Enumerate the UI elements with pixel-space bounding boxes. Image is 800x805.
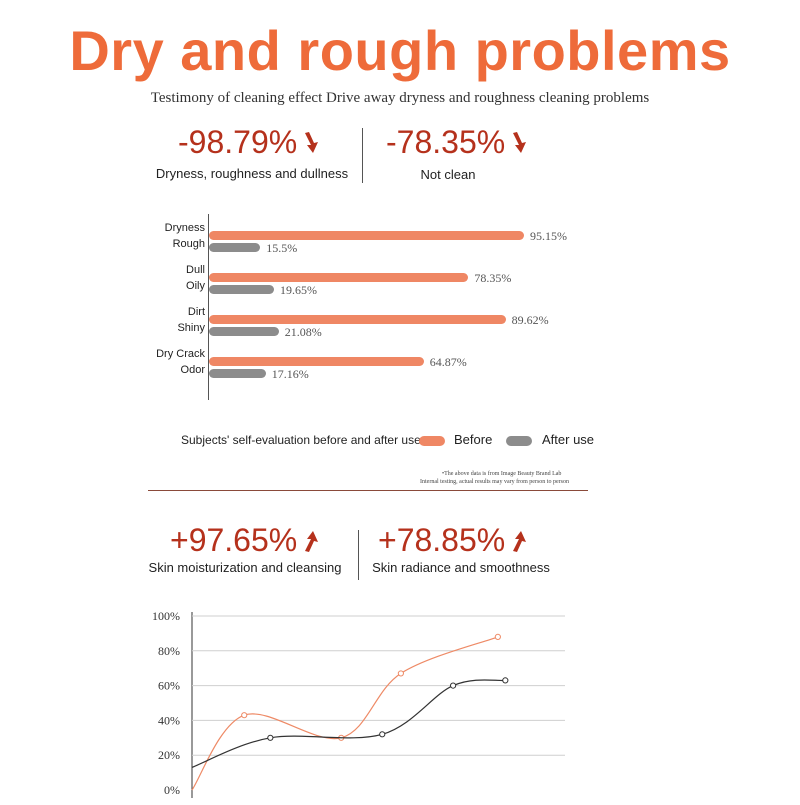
bar-chart-axis bbox=[208, 214, 209, 400]
bar-category-label: Shiny bbox=[177, 322, 205, 334]
bar-chart: 95.15% 15.5% Dryness Rough 78.35% 19.65% Dull O… bbox=[156, 214, 567, 400]
bar-before bbox=[209, 357, 424, 366]
data-point-orange bbox=[397, 670, 404, 677]
data-point-orange bbox=[494, 633, 501, 640]
y-tick-label: 20% bbox=[158, 748, 180, 762]
bar-value-label: 89.62% bbox=[511, 313, 549, 327]
legend-swatch-before bbox=[419, 436, 445, 446]
footnote-line: Internal testing, actual results may var… bbox=[420, 479, 569, 485]
data-point-orange bbox=[241, 712, 248, 719]
footnote: •The above data is from Image Beauty Bra… bbox=[420, 470, 580, 486]
stat-value-text: +97.65% bbox=[170, 522, 298, 558]
arrow-up-icon bbox=[301, 524, 319, 561]
data-point-dark bbox=[502, 677, 509, 684]
bar-value-label: 17.16% bbox=[271, 367, 309, 381]
bar-value-label: 78.35% bbox=[474, 271, 512, 285]
legend-label-after: After use bbox=[542, 432, 595, 447]
line-chart-svg: 100% 80% 60% 40% 20% 0% bbox=[152, 609, 565, 798]
stat-value-text: -78.35% bbox=[386, 124, 506, 160]
stat-label-moisturization: Skin moisturization and cleansing bbox=[148, 560, 342, 575]
stat-value-moisturization: +97.65% bbox=[170, 522, 319, 561]
legend-swatch-after bbox=[506, 436, 532, 446]
bar-category-label: Dryness bbox=[164, 222, 205, 234]
bar-value-label: 21.08% bbox=[284, 325, 322, 339]
data-point-dark bbox=[379, 731, 386, 738]
bar-value-label: 64.87% bbox=[429, 355, 467, 369]
series-line-dark bbox=[191, 679, 506, 768]
footnote-line: •The above data is from Image Beauty Bra… bbox=[442, 471, 562, 477]
bar-before bbox=[209, 315, 506, 324]
page-subtitle: Testimony of cleaning effect Drive away … bbox=[150, 90, 650, 106]
bar-category-label: Dull bbox=[186, 264, 205, 276]
bar-category-label: Dirt bbox=[187, 306, 205, 318]
bar-category-label: Oily bbox=[186, 280, 205, 292]
y-tick-label: 60% bbox=[158, 679, 180, 693]
bar-before bbox=[209, 273, 469, 282]
data-point-dark bbox=[267, 734, 274, 741]
bar-after bbox=[209, 243, 261, 252]
y-tick-label: 100% bbox=[152, 609, 180, 623]
bar-value-label: 15.5% bbox=[266, 241, 298, 255]
stat-label-radiance: Skin radiance and smoothness bbox=[372, 560, 550, 575]
arrow-down-icon bbox=[509, 126, 527, 163]
legend-caption: Subjects' self-evaluation before and aft… bbox=[181, 433, 421, 447]
bar-after bbox=[209, 285, 275, 294]
bar-value-label: 19.65% bbox=[280, 283, 318, 297]
arrow-down-icon bbox=[301, 126, 319, 163]
stat-label-dryness: Dryness, roughness and dullness bbox=[155, 166, 349, 181]
series-line-orange bbox=[191, 636, 499, 791]
stat-value-dryness: -98.79% bbox=[178, 124, 319, 163]
stat-value-text: +78.85% bbox=[378, 522, 506, 558]
stat-value-not-clean: -78.35% bbox=[386, 124, 527, 163]
bar-category-label: Rough bbox=[172, 238, 205, 250]
bar-after bbox=[209, 369, 266, 378]
stat-value-text: -98.79% bbox=[178, 124, 298, 160]
bar-before bbox=[209, 231, 524, 240]
stat-label-not-clean: Not clean bbox=[420, 167, 476, 182]
y-tick-label: 0% bbox=[164, 783, 180, 797]
data-point-dark bbox=[450, 682, 457, 689]
arrow-up-icon bbox=[509, 524, 527, 561]
legend-label-before: Before bbox=[454, 432, 493, 447]
stat-divider bbox=[358, 530, 359, 580]
bar-value-label: 95.15% bbox=[529, 229, 567, 243]
y-tick-label: 80% bbox=[158, 644, 180, 658]
bar-after bbox=[209, 327, 279, 336]
line-chart: 100% 80% 60% 40% 20% 0% bbox=[140, 600, 600, 800]
bar-category-label: Dry Crack bbox=[156, 348, 205, 360]
y-tick-label: 40% bbox=[158, 713, 180, 727]
stat-divider bbox=[362, 128, 363, 183]
bar-category-label: Odor bbox=[180, 364, 205, 376]
section-divider bbox=[148, 490, 588, 491]
page-title: Dry and rough problems bbox=[69, 19, 731, 82]
stat-value-radiance: +78.85% bbox=[378, 522, 527, 561]
